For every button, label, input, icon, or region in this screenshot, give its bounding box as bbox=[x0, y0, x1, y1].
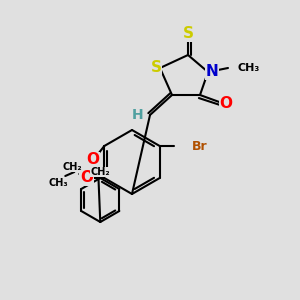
Text: N: N bbox=[206, 64, 218, 80]
Text: S: S bbox=[151, 61, 161, 76]
Text: Br: Br bbox=[192, 140, 207, 152]
Text: S: S bbox=[182, 26, 194, 41]
Text: CH₂: CH₂ bbox=[91, 167, 110, 177]
Text: CH₂: CH₂ bbox=[62, 162, 82, 172]
Text: CH₃: CH₃ bbox=[238, 63, 260, 73]
Text: H: H bbox=[132, 108, 144, 122]
Text: CH₃: CH₃ bbox=[49, 178, 68, 188]
Text: O: O bbox=[86, 152, 99, 167]
Text: O: O bbox=[220, 95, 232, 110]
Text: O: O bbox=[80, 170, 93, 185]
